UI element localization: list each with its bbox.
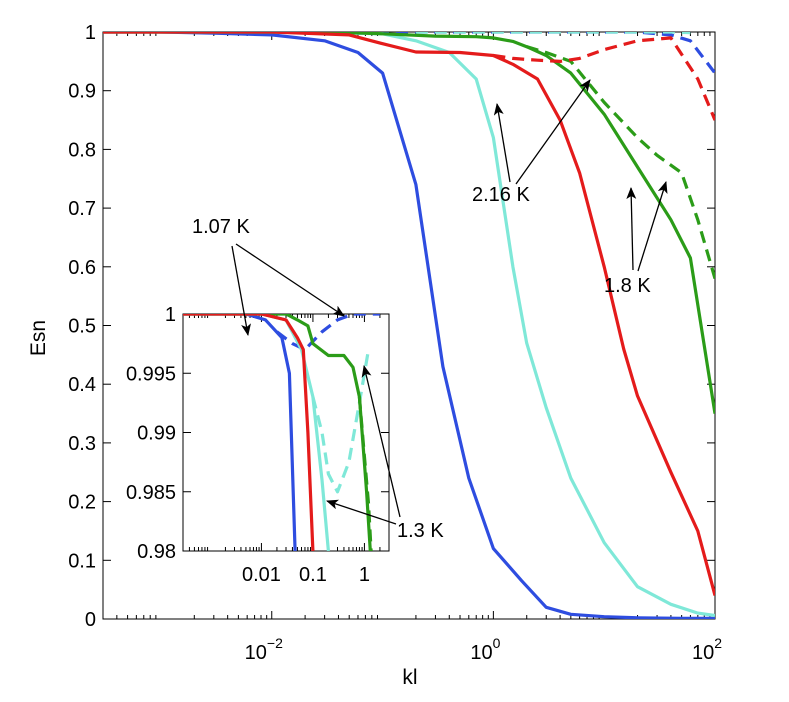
inset-y-tick-label: 0.98	[137, 541, 176, 563]
arrow-13k-inset-solid	[326, 499, 397, 525]
inset-series-1-07-k-dashed	[275, 314, 380, 352]
main-y-tick-label: 0	[85, 609, 96, 631]
arrow-18k-dashed	[637, 181, 668, 272]
main-series-2-16-k-solid	[103, 32, 715, 596]
arrow-18k-solid	[626, 187, 637, 271]
annotation-107k: 1.07 K	[192, 216, 250, 238]
inset-y-tick-label: 0.995	[126, 363, 176, 385]
inset-y-tick-label: 1	[165, 304, 176, 326]
inset-series-1-8-k-dashed	[357, 396, 373, 551]
annotation-18k: 1.8 K	[604, 275, 651, 297]
inset-axes: 0.01 0.1 1 0.98 0.985 0.99 0.995 1	[126, 304, 390, 586]
inset-y-tick-label: 0.99	[137, 423, 176, 445]
main-y-tick-label: 0.3	[68, 433, 96, 455]
annotation-13k: 1.3 K	[397, 520, 444, 542]
main-x-tick-label: 102	[692, 635, 722, 664]
main-y-tick-label: 1	[85, 22, 96, 44]
main-series-1-07-k-solid	[103, 32, 715, 619]
main-y-tick-label: 0.4	[68, 374, 96, 396]
y-axis-label: Esn	[27, 320, 50, 356]
main-y-tick-label: 0.5	[68, 316, 96, 338]
main-axes: 10−2 100 102 0 0.1 0.2 0.3 0.4 0.5 0.6 0.7 0.8 0.9 1	[68, 22, 722, 664]
inset-series-1-8-k-solid	[183, 314, 372, 551]
main-y-tick-label: 0.2	[68, 492, 96, 514]
inset-series-2-16-k-solid	[183, 314, 315, 551]
arrow-216k-solid	[493, 103, 511, 183]
main-y-tick-label: 0.6	[68, 257, 96, 279]
x-axis-label: kl	[402, 666, 417, 689]
inset-x-tick-label: 1	[359, 564, 370, 586]
inset-x-tick-label: 0.1	[299, 564, 327, 586]
annotation-216k: 2.16 K	[472, 184, 530, 206]
inset-y-tick-label: 0.985	[126, 482, 176, 504]
main-series-1-3-k-dashed	[415, 32, 691, 35]
inset-x-tick-label: 0.01	[242, 564, 281, 586]
main-y-tick-label: 0.1	[68, 550, 96, 572]
main-series-2-16-k-dashed	[493, 36, 715, 121]
inset-tick-labels: 0.01 0.1 1 0.98 0.985 0.99 0.995 1	[126, 304, 370, 586]
main-series-1-8-k-solid	[103, 32, 715, 414]
arrow-107k-dashed	[235, 243, 345, 317]
inset-series-1-3-k-solid	[183, 314, 330, 551]
arrow-216k-dashed	[515, 79, 591, 185]
main-x-tick-label: 100	[470, 635, 500, 664]
main-series	[103, 32, 715, 619]
main-y-tick-label: 0.8	[68, 139, 96, 161]
main-tick-labels: 10−2 100 102 0 0.1 0.2 0.3 0.4 0.5 0.6 0.7 0.8 0.9 1	[68, 22, 722, 664]
inset-series	[183, 314, 380, 551]
arrow-13k-inset-dashed	[361, 365, 401, 518]
main-series-1-8-k-dashed	[526, 45, 715, 279]
annotations	[231, 79, 668, 525]
main-x-tick-label: 10−2	[245, 635, 283, 664]
inset-series-1-07-k-solid	[183, 314, 297, 551]
main-y-tick-label: 0.7	[68, 198, 96, 220]
arrow-107k-inset	[231, 245, 251, 336]
main-y-tick-label: 0.9	[68, 81, 96, 103]
